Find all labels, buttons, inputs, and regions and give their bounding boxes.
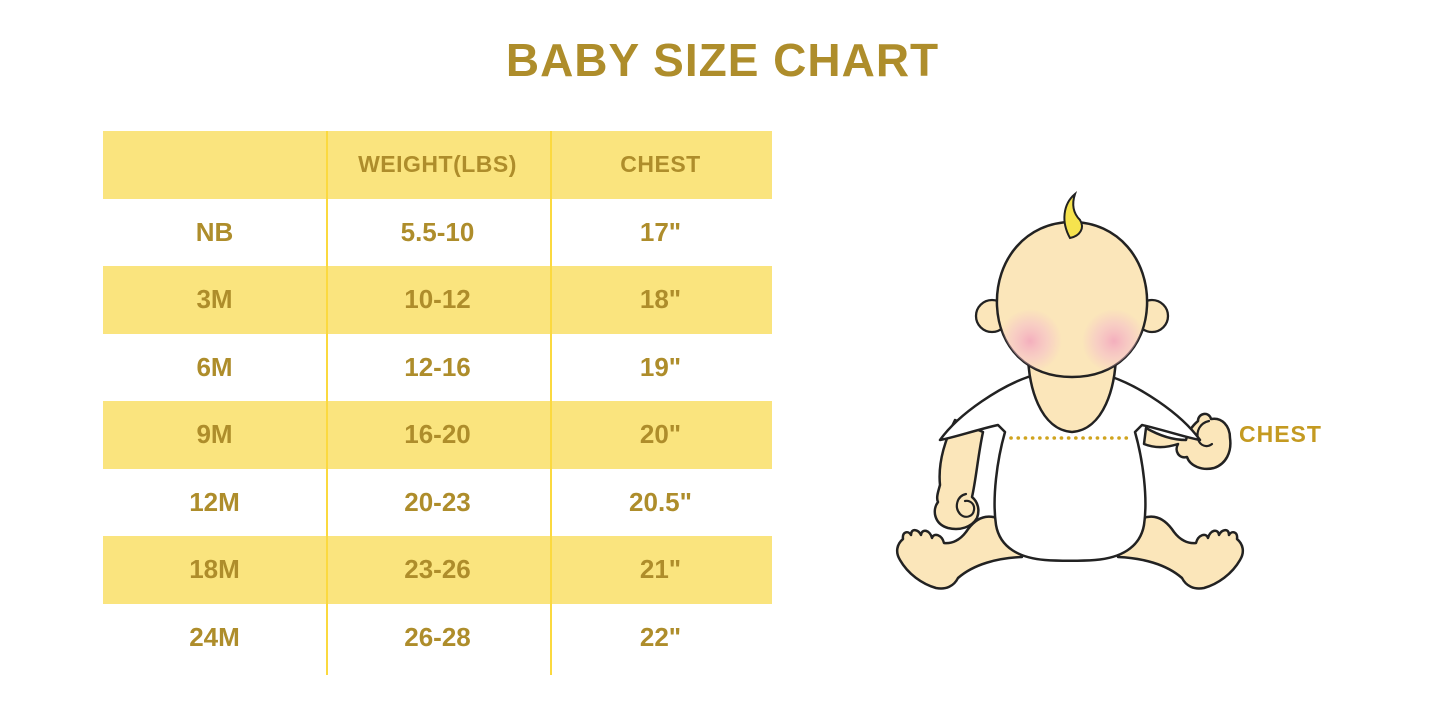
chest-measure-label: CHEST	[1239, 421, 1322, 447]
table-row: 6M 12-16 19"	[103, 334, 772, 402]
size-cell: 12M	[189, 486, 240, 517]
weight-cell: 10-12	[404, 284, 471, 315]
size-cell: 3M	[196, 284, 233, 315]
baby-illustration	[880, 180, 1360, 620]
header-chest: CHEST	[620, 151, 701, 178]
column-divider-2	[550, 131, 552, 675]
chest-cell: 18"	[639, 284, 682, 315]
baby-cheek-left	[998, 309, 1062, 373]
weight-cell: 16-20	[404, 419, 471, 450]
baby-leg-right	[1116, 515, 1245, 590]
table-row: 18M 23-26 21"	[103, 536, 772, 604]
table-row: 3M 10-12 18"	[103, 266, 772, 334]
weight-cell: 20-23	[404, 486, 471, 517]
table-header-row: WEIGHT(LBS) CHEST	[103, 131, 772, 199]
size-cell: 18M	[189, 554, 240, 585]
chest-cell: 21"	[639, 554, 682, 585]
chest-cell: 17"	[639, 216, 682, 247]
weight-cell: 5.5-10	[400, 216, 475, 247]
table-row: 9M 16-20 20"	[103, 401, 772, 469]
size-cell: 6M	[196, 351, 233, 382]
page-title: BABY SIZE CHART	[505, 34, 940, 86]
size-table: WEIGHT(LBS) CHEST NB 5.5-10 17" 3M 10-12…	[103, 131, 772, 675]
table-row: NB 5.5-10 17"	[103, 199, 772, 267]
baby-drawing	[895, 190, 1245, 590]
baby-leg-left	[895, 515, 1024, 590]
weight-cell: 23-26	[404, 554, 471, 585]
chest-cell: 19"	[639, 351, 682, 382]
size-cell: NB	[195, 216, 234, 247]
weight-cell: 26-28	[404, 621, 471, 652]
table-row: 12M 20-23 20.5"	[103, 469, 772, 537]
chest-cell: 20.5"	[629, 486, 692, 517]
column-divider-1	[326, 131, 328, 675]
weight-cell: 12-16	[404, 351, 471, 382]
baby-cheek-right	[1082, 309, 1146, 373]
table-row: 24M 26-28 22"	[103, 604, 772, 672]
chest-cell: 20"	[639, 419, 682, 450]
size-cell: 9M	[196, 419, 233, 450]
baby-hair-curl	[1063, 190, 1083, 240]
baby-shirt	[938, 369, 1202, 562]
chest-cell: 22"	[639, 621, 682, 652]
baby-hand-left-detail	[955, 492, 976, 518]
header-weight: WEIGHT(LBS)	[358, 151, 517, 178]
size-cell: 24M	[189, 621, 240, 652]
